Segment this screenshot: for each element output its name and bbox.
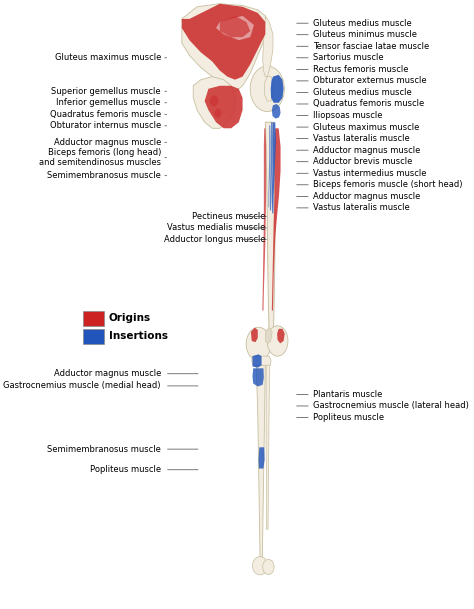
Text: Iliopsoas muscle: Iliopsoas muscle xyxy=(313,111,383,120)
Text: Gluteus maximus muscle: Gluteus maximus muscle xyxy=(313,122,419,132)
Text: Rectus femoris muscle: Rectus femoris muscle xyxy=(313,65,408,74)
Ellipse shape xyxy=(210,96,219,107)
Text: Adductor magnus muscle: Adductor magnus muscle xyxy=(54,138,161,147)
Text: Vastus intermedius muscle: Vastus intermedius muscle xyxy=(313,169,426,178)
Polygon shape xyxy=(193,77,235,128)
Text: Gluteus minimus muscle: Gluteus minimus muscle xyxy=(313,30,417,39)
Polygon shape xyxy=(258,447,264,468)
Text: Quadratus femoris muscle: Quadratus femoris muscle xyxy=(50,110,161,119)
Text: Obturator internus muscle: Obturator internus muscle xyxy=(50,121,161,130)
Polygon shape xyxy=(265,122,275,335)
Text: Semimembranosus muscle: Semimembranosus muscle xyxy=(47,445,161,454)
Polygon shape xyxy=(263,16,273,77)
Text: Obturator externus muscle: Obturator externus muscle xyxy=(313,76,427,85)
Polygon shape xyxy=(266,361,270,529)
Ellipse shape xyxy=(267,326,288,356)
Text: Sartorius muscle: Sartorius muscle xyxy=(313,54,383,62)
Text: Adductor magnus muscle: Adductor magnus muscle xyxy=(54,369,161,378)
Text: Plantaris muscle: Plantaris muscle xyxy=(313,390,382,399)
Polygon shape xyxy=(220,16,250,37)
Text: Gluteus maximus muscle: Gluteus maximus muscle xyxy=(55,54,161,62)
Polygon shape xyxy=(255,365,265,560)
Text: Quadratus femoris muscle: Quadratus femoris muscle xyxy=(313,99,424,108)
Text: Semimembranosus muscle: Semimembranosus muscle xyxy=(47,171,161,180)
Ellipse shape xyxy=(263,560,274,574)
Text: Popliteus muscle: Popliteus muscle xyxy=(313,413,384,422)
Text: Insertions: Insertions xyxy=(109,331,168,341)
Text: Biceps femoris muscle (short head): Biceps femoris muscle (short head) xyxy=(313,180,462,189)
Text: Origins: Origins xyxy=(109,313,151,323)
Text: Gluteus medius muscle: Gluteus medius muscle xyxy=(313,19,411,27)
Polygon shape xyxy=(271,75,283,103)
Text: Vastus lateralis muscle: Vastus lateralis muscle xyxy=(313,203,410,213)
Text: Adductor longus muscle: Adductor longus muscle xyxy=(164,235,265,244)
Text: Adductor brevis muscle: Adductor brevis muscle xyxy=(313,157,412,166)
Polygon shape xyxy=(272,128,281,311)
Ellipse shape xyxy=(246,327,271,361)
Polygon shape xyxy=(270,122,273,210)
Ellipse shape xyxy=(253,557,268,575)
FancyBboxPatch shape xyxy=(83,329,104,344)
Polygon shape xyxy=(272,122,276,213)
Polygon shape xyxy=(265,328,272,343)
Polygon shape xyxy=(277,329,285,343)
Text: Inferior gemellus muscle: Inferior gemellus muscle xyxy=(56,98,161,107)
FancyBboxPatch shape xyxy=(83,311,104,326)
Text: Adductor magnus muscle: Adductor magnus muscle xyxy=(313,192,420,201)
Text: Gluteus medius muscle: Gluteus medius muscle xyxy=(313,88,411,97)
Text: Superior gemellus muscle: Superior gemellus muscle xyxy=(51,86,161,96)
Text: Biceps femoris (long head)
and semitendinosus muscles: Biceps femoris (long head) and semitendi… xyxy=(39,148,161,167)
Polygon shape xyxy=(205,86,243,128)
Text: Gastrocnemius muscle (medial head): Gastrocnemius muscle (medial head) xyxy=(3,381,161,390)
Ellipse shape xyxy=(250,66,284,111)
Polygon shape xyxy=(262,128,266,311)
Text: Pectineus muscle: Pectineus muscle xyxy=(192,212,265,221)
Text: Adductor magnus muscle: Adductor magnus muscle xyxy=(313,146,420,155)
Polygon shape xyxy=(272,104,281,119)
Text: Vastus medialis muscle: Vastus medialis muscle xyxy=(167,224,265,233)
Text: Vastus lateralis muscle: Vastus lateralis muscle xyxy=(313,134,410,143)
Text: Tensor fasciae latae muscle: Tensor fasciae latae muscle xyxy=(313,42,429,51)
Polygon shape xyxy=(253,354,262,368)
Text: Popliteus muscle: Popliteus muscle xyxy=(90,465,161,474)
Polygon shape xyxy=(253,368,264,387)
Polygon shape xyxy=(182,4,269,92)
Text: Gastrocnemius muscle (lateral head): Gastrocnemius muscle (lateral head) xyxy=(313,401,469,410)
Polygon shape xyxy=(264,77,273,101)
Polygon shape xyxy=(182,4,265,80)
Polygon shape xyxy=(252,356,271,365)
Polygon shape xyxy=(268,125,271,207)
Polygon shape xyxy=(251,328,258,342)
Ellipse shape xyxy=(215,108,221,118)
Polygon shape xyxy=(216,16,254,40)
